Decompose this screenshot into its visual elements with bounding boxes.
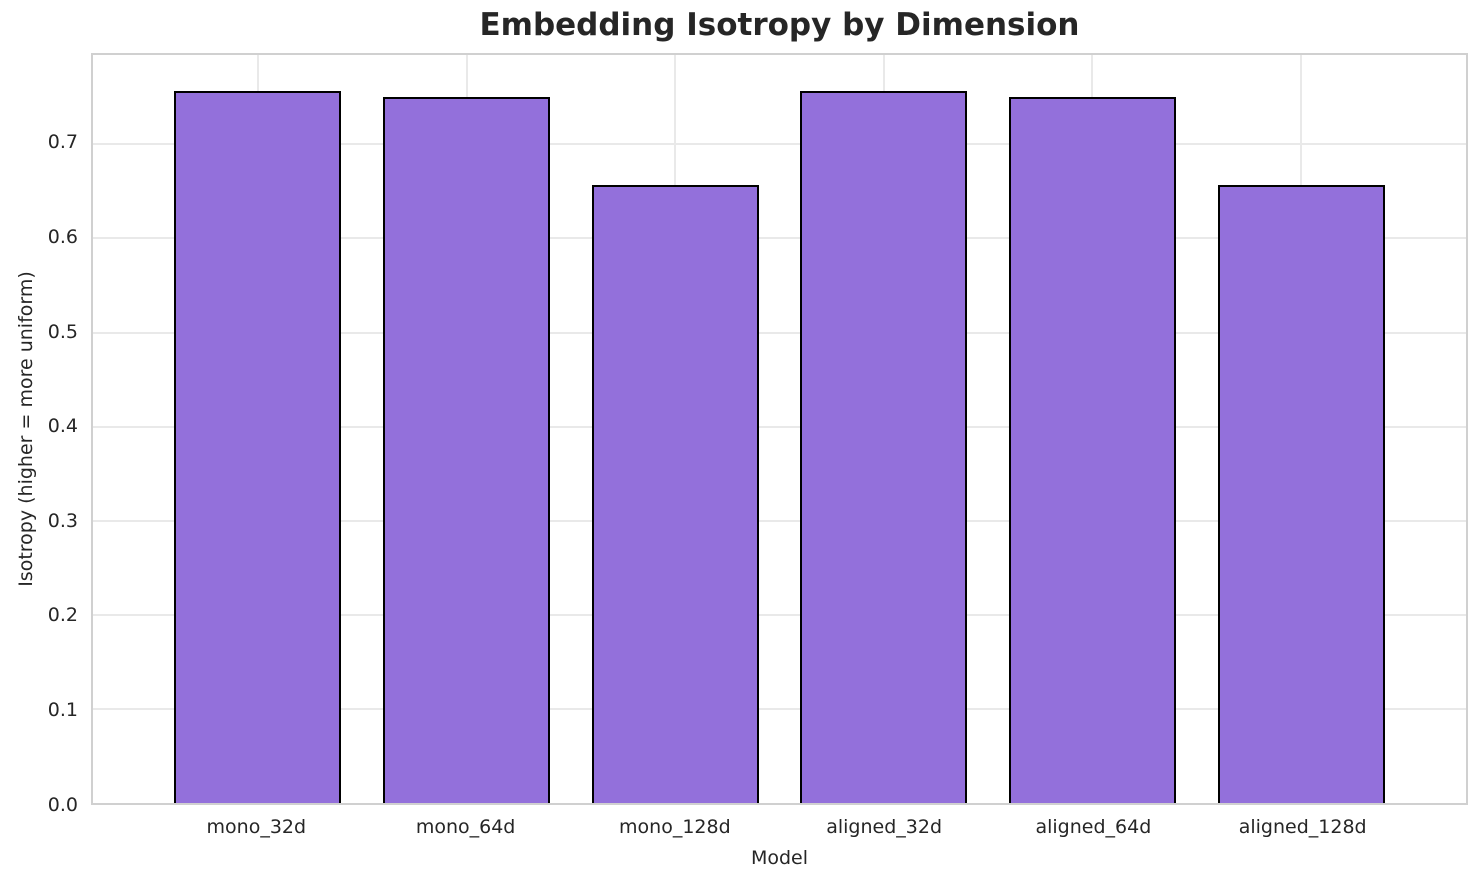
y-tick-label: 0.1: [47, 698, 78, 721]
y-tick-label: 0.7: [47, 131, 78, 154]
y-tick-label: 0.4: [47, 415, 78, 438]
y-tick-label: 0.2: [47, 604, 78, 627]
bar-aligned_64d: [1009, 97, 1176, 803]
x-tick-label: mono_128d: [619, 816, 731, 838]
h-gridline: [93, 143, 1466, 146]
y-tick-label: 0.3: [47, 509, 78, 532]
x-tick-label: aligned_32d: [826, 816, 943, 838]
x-tick-label: mono_64d: [415, 816, 516, 838]
h-gridline: [93, 519, 1466, 522]
h-gridline: [93, 707, 1466, 710]
h-gridline: [93, 425, 1466, 428]
y-tick-label: 0.6: [47, 225, 78, 248]
h-gridline: [93, 331, 1466, 334]
bar-mono_128d: [591, 184, 759, 803]
bar-mono_64d: [383, 97, 550, 803]
x-tick-label: mono_32d: [206, 816, 307, 838]
y-tick-label: 0.5: [47, 320, 78, 343]
h-gridline: [93, 613, 1466, 616]
y-tick-label: 0.0: [47, 793, 78, 816]
x-axis-label: Model: [750, 847, 809, 869]
chart-title: Embedding Isotropy by Dimension: [479, 7, 1080, 43]
bar-mono_32d: [174, 90, 342, 803]
x-tick-label: aligned_128d: [1238, 816, 1367, 838]
h-gridline: [93, 237, 1466, 240]
plot-area: [91, 53, 1468, 805]
bar-aligned_32d: [800, 90, 968, 803]
x-tick-label: aligned_64d: [1035, 816, 1152, 838]
bar-aligned_128d: [1217, 184, 1385, 803]
